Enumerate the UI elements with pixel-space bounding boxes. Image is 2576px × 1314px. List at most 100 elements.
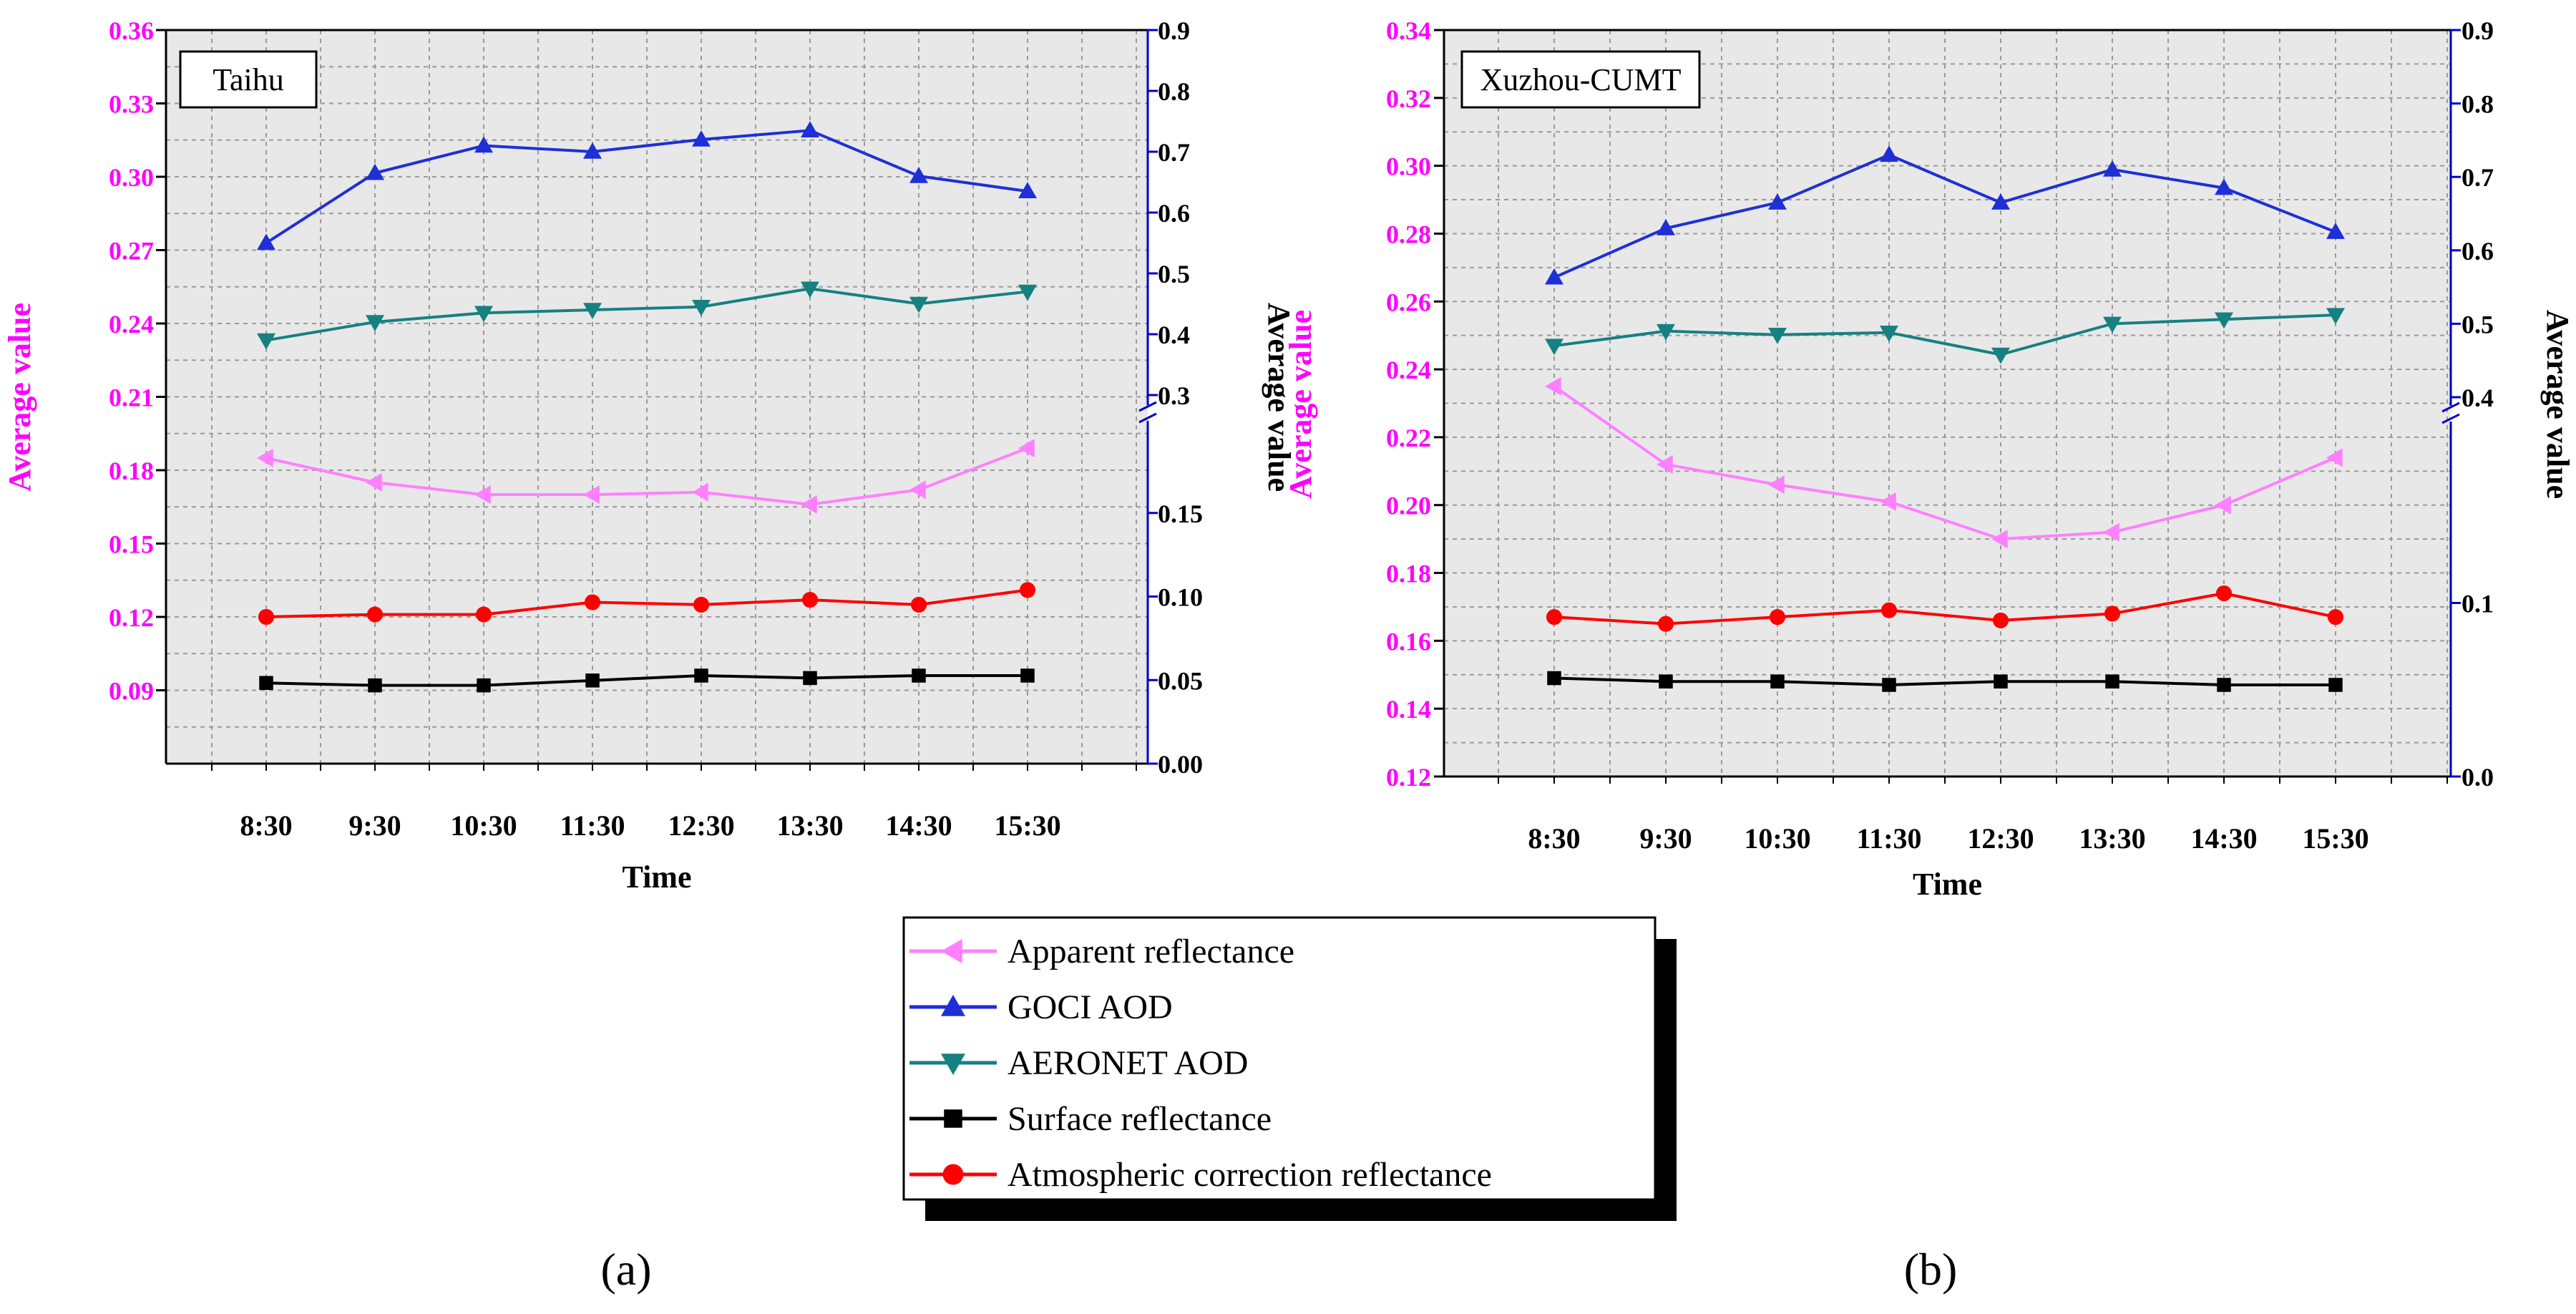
- data-point: [1546, 609, 1563, 626]
- axis-break-mark: [2441, 413, 2460, 424]
- data-point: [2327, 609, 2344, 626]
- chart-panel-xuzhou-cumt: 0.34 0.32 0.30 0.28 0.26 0.24 0.22 0.20 0.18 0.16…: [1283, 16, 2575, 902]
- series-line: [1553, 153, 2336, 279]
- data-point: [474, 136, 493, 153]
- data-point: [2104, 605, 2121, 622]
- x-tick-label: 15:30: [2302, 822, 2368, 855]
- series-apparent-reflectance: [1545, 376, 2343, 549]
- data-point: [1880, 602, 1898, 618]
- legend-label: Surface reflectance: [1008, 1100, 1272, 1138]
- data-point: [258, 608, 275, 626]
- data-point: [1880, 325, 1898, 342]
- chart-title: Taihu: [213, 62, 284, 97]
- data-point: [583, 303, 602, 319]
- right-tick-label: 0.5: [2462, 310, 2494, 339]
- panel-label-b: (b): [1904, 1244, 1958, 1295]
- x-tick-label: 10:30: [450, 809, 517, 842]
- data-point: [368, 678, 382, 693]
- legend: Apparent reflectance GOCI AOD AERONET AOD S…: [902, 916, 1677, 1221]
- left-tick-label: 0.14: [1386, 695, 1431, 724]
- data-point: [257, 333, 275, 350]
- data-point: [257, 448, 273, 467]
- data-point: [1991, 530, 2008, 549]
- legend-marker: [941, 939, 962, 963]
- series-goci-aod: [257, 121, 1037, 250]
- data-point: [1545, 376, 1561, 396]
- series-line: [265, 673, 1028, 687]
- right-tick-label: 0.6: [1158, 199, 1190, 228]
- data-point: [1991, 193, 2010, 210]
- data-point: [803, 671, 817, 686]
- data-point: [474, 306, 493, 323]
- data-point: [1768, 193, 1787, 210]
- chart-title-box: [1460, 50, 1701, 109]
- left-tick-label: 0.12: [1386, 763, 1431, 792]
- data-point: [1770, 674, 1785, 689]
- data-point: [1992, 612, 2009, 628]
- series-line: [265, 129, 1028, 245]
- series-line: [1553, 676, 2336, 686]
- series-line: [265, 588, 1028, 618]
- legend-item: GOCI AOD: [909, 988, 1173, 1026]
- x-tick-label: 9:30: [348, 809, 401, 842]
- legend-item: Surface reflectance: [909, 1100, 1272, 1138]
- data-point: [2215, 495, 2231, 515]
- data-point: [257, 233, 275, 250]
- legend-label: Apparent reflectance: [1008, 933, 1294, 970]
- data-point: [1991, 347, 2010, 364]
- right-tick-label: 0.4: [2462, 384, 2494, 412]
- data-point: [1545, 339, 1563, 356]
- left-tick-label: 0.30: [109, 163, 154, 192]
- left-tick-label: 0.21: [109, 384, 154, 412]
- x-tick-label: 13:30: [776, 809, 843, 842]
- data-point: [1547, 671, 1561, 686]
- left-tick-label: 0.24: [1386, 356, 1431, 384]
- right-tick-label: 0.7: [2462, 163, 2494, 192]
- legend-label: GOCI AOD: [1008, 988, 1173, 1026]
- legend-item: AERONET AOD: [909, 1044, 1248, 1082]
- left-tick-label: 0.36: [109, 16, 154, 45]
- right-tick-label: 0.00: [1158, 750, 1203, 779]
- left-tick-label: 0.22: [1386, 424, 1431, 452]
- data-point: [801, 121, 819, 137]
- x-tick-label: 12:30: [1967, 822, 2034, 855]
- right-tick-label: 0.8: [1158, 77, 1190, 106]
- data-point: [1880, 492, 1896, 511]
- series-surface-reflectance: [1547, 671, 2343, 692]
- legend-item: Apparent reflectance: [909, 933, 1294, 970]
- right-tick-label: 0.4: [1158, 321, 1190, 349]
- left-tick-label: 0.16: [1386, 627, 1431, 656]
- data-point: [1018, 182, 1037, 198]
- x-tick-label: 8:30: [1528, 822, 1580, 855]
- data-point: [692, 130, 711, 147]
- data-point: [801, 592, 819, 608]
- left-tick-label: 0.09: [109, 677, 154, 706]
- left-tick-label: 0.33: [109, 90, 154, 119]
- left-tick-label: 0.18: [109, 457, 154, 485]
- grid-lines: [1444, 30, 2451, 777]
- left-tick-label: 0.15: [109, 530, 154, 559]
- axis-break-mark: [1138, 412, 1157, 424]
- x-tick-label: 8:30: [240, 809, 292, 842]
- left-tick-label: 0.27: [109, 237, 154, 266]
- series-aeronet-aod: [257, 281, 1037, 350]
- data-point: [1882, 678, 1896, 692]
- right-tick-label: 0.9: [1158, 16, 1190, 45]
- plot-background: [1444, 30, 2451, 777]
- data-point: [1657, 454, 1673, 474]
- data-point: [2326, 448, 2343, 467]
- right-axis-title: Average value: [1262, 303, 1297, 492]
- right-tick-label: 0.0: [2462, 763, 2494, 792]
- left-tick-label: 0.34: [1386, 16, 1431, 45]
- right-tick-label: 0.10: [1158, 583, 1203, 612]
- series-apparent-reflectance: [257, 439, 1035, 514]
- x-tick-label: 11:30: [1856, 822, 1921, 855]
- grid-lines: [166, 30, 1148, 764]
- data-point: [1768, 328, 1787, 344]
- data-point: [366, 473, 382, 492]
- legend-marker: [944, 1109, 962, 1128]
- data-point: [585, 673, 600, 688]
- data-point: [474, 485, 491, 505]
- data-point: [1545, 268, 1563, 285]
- data-point: [2326, 308, 2345, 325]
